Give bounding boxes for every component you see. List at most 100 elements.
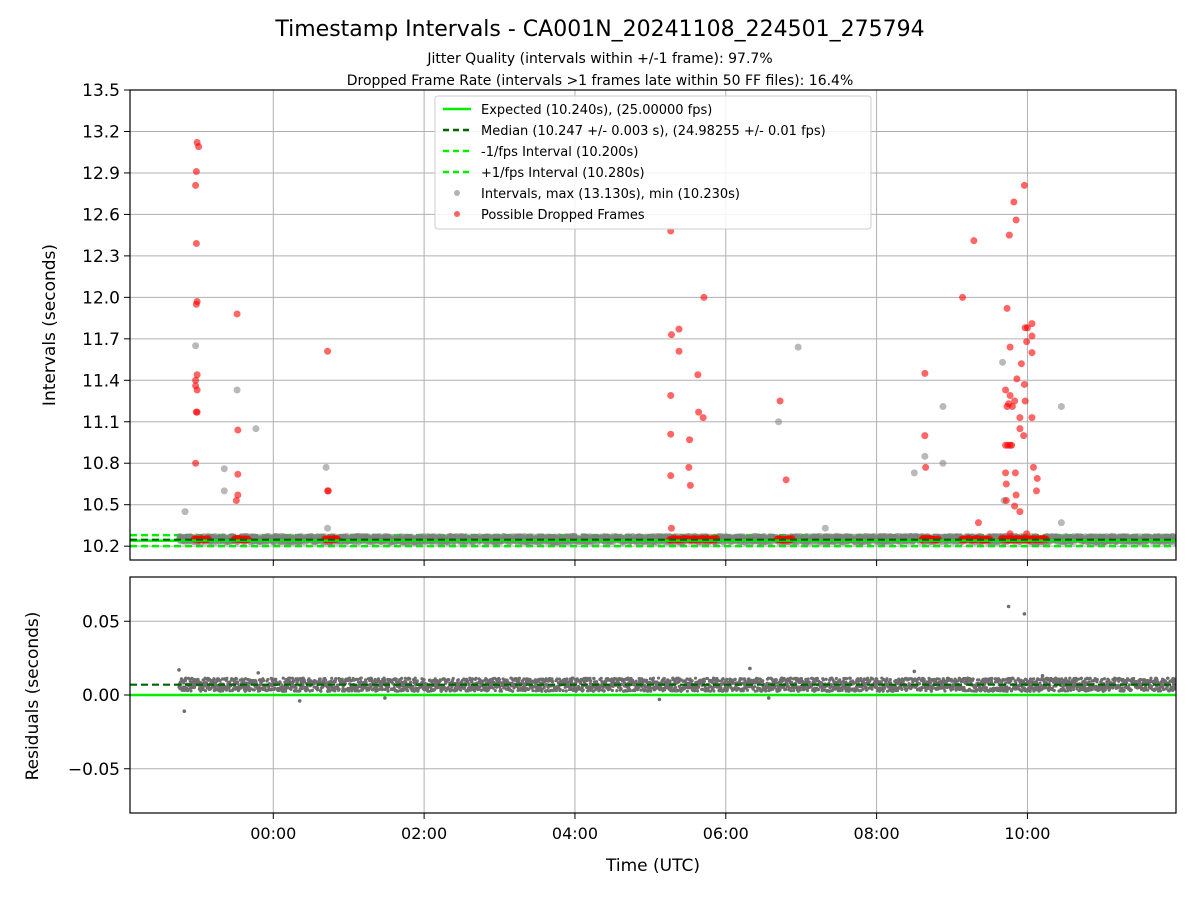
interval-point: [625, 532, 632, 539]
dropped-frame-point: [1002, 497, 1010, 505]
interval-point: [475, 533, 482, 540]
interval-point: [302, 533, 309, 540]
interval-point: [569, 532, 576, 539]
interval-point: [485, 534, 492, 541]
interval-point: [306, 533, 313, 540]
dropped-frame-point: [195, 143, 203, 151]
interval-point: [719, 533, 726, 540]
interval-point: [501, 533, 508, 540]
interval-point: [600, 533, 607, 540]
x-tick-label: 10:00: [1004, 824, 1050, 843]
residual-point: [324, 678, 328, 682]
interval-point: [353, 534, 360, 541]
interval-point: [568, 533, 575, 540]
interval-point: [313, 533, 320, 540]
dropped-frame-point: [776, 397, 784, 405]
dropped-frame-point: [1006, 392, 1014, 399]
dropped-frame-point: [1023, 338, 1031, 346]
interval-point: [566, 533, 573, 540]
interval-point: [179, 534, 186, 541]
interval-point: [651, 533, 658, 540]
interval-point: [608, 534, 615, 541]
interval-point: [939, 403, 947, 411]
interval-point: [271, 532, 278, 539]
interval-point: [220, 465, 228, 473]
dropped-frame-point: [700, 293, 708, 301]
interval-point: [345, 533, 352, 540]
interval-point: [1057, 519, 1065, 527]
interval-point: [643, 533, 650, 540]
interval-point: [735, 533, 742, 540]
interval-point: [546, 533, 553, 540]
interval-point: [580, 532, 587, 539]
interval-point: [308, 533, 315, 540]
y-tick-label-bottom: 0.05: [82, 612, 120, 632]
residual-point: [386, 689, 390, 693]
interval-point: [314, 533, 321, 540]
interval-point: [263, 532, 270, 539]
interval-point: [435, 533, 442, 540]
interval-point: [397, 533, 404, 540]
interval-point: [399, 533, 406, 540]
dropped-frame-point: [1002, 386, 1010, 394]
dropped-frame-point: [234, 470, 242, 478]
interval-point: [629, 533, 636, 540]
residual-point: [517, 676, 522, 680]
interval-point: [1057, 403, 1065, 411]
interval-point: [298, 533, 305, 540]
interval-point: [360, 533, 367, 540]
interval-point: [612, 533, 619, 540]
interval-point: [355, 533, 362, 540]
residual-point: [203, 689, 208, 693]
y-tick-label-top: 13.2: [82, 122, 120, 142]
interval-point: [424, 532, 431, 539]
dropped-frame-point: [1002, 469, 1010, 477]
interval-point: [185, 534, 192, 541]
interval-point: [723, 533, 730, 540]
interval-point: [306, 534, 313, 541]
interval-point: [483, 533, 490, 540]
interval-point: [513, 533, 520, 540]
interval-point: [609, 532, 616, 539]
chart-subtitle-dropped: Dropped Frame Rate (intervals >1 frames …: [347, 73, 854, 89]
legend-entry-intervals: Intervals, max (13.130s), min (10.230s): [481, 187, 740, 202]
interval-point: [341, 533, 348, 540]
interval-point: [515, 533, 522, 540]
dropped-frame-point: [1011, 397, 1019, 405]
interval-point: [352, 533, 359, 540]
interval-point: [445, 533, 452, 540]
interval-point: [178, 533, 185, 540]
interval-point: [273, 532, 280, 539]
interval-point: [287, 533, 294, 540]
interval-point: [373, 533, 380, 540]
interval-point: [604, 533, 611, 540]
y-tick-label-bottom: 0.00: [82, 686, 120, 706]
interval-point: [592, 533, 599, 540]
interval-point: [747, 533, 754, 540]
interval-point: [738, 533, 745, 540]
dropped-frame-point: [1012, 216, 1020, 224]
interval-point: [494, 533, 501, 540]
interval-point: [266, 533, 273, 540]
interval-point: [525, 533, 532, 540]
interval-point: [657, 533, 664, 540]
residual-point: [558, 687, 562, 692]
interval-point: [297, 533, 304, 540]
dropped-frame-point: [970, 237, 978, 245]
interval-point: [467, 533, 474, 540]
dropped-frame-point: [233, 310, 241, 318]
residual-point: [451, 676, 455, 681]
legend-swatch-dropped: [454, 211, 460, 217]
interval-point: [252, 533, 259, 540]
interval-point: [444, 533, 451, 540]
residual-point: [330, 676, 334, 681]
legend-entry-expected: Expected (10.240s), (25.00000 fps): [481, 103, 712, 118]
interval-point: [490, 533, 497, 540]
residual-point: [527, 687, 531, 691]
residual-point: [247, 684, 251, 689]
dropped-frame-point: [1008, 441, 1016, 449]
dropped-frame-point: [1016, 425, 1024, 433]
chart-title: Timestamp Intervals - CA001N_20241108_22…: [274, 17, 924, 42]
dropped-frame-point: [1028, 332, 1036, 340]
interval-point: [587, 534, 594, 541]
